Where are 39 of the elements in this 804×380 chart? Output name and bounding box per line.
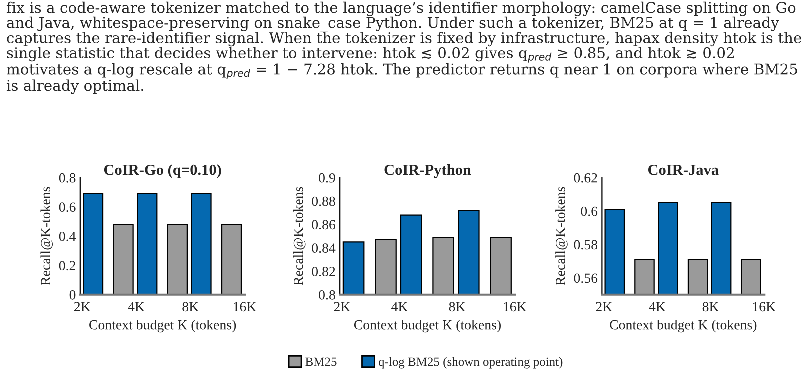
chart-title: CoIR-Go (q=0.10) [104, 164, 222, 178]
y-tick-label: 0.8 [319, 290, 336, 300]
chart-title: CoIR-Python [384, 164, 472, 178]
x-axis-title: Context budget K (tokens) [90, 320, 236, 333]
y-tick-label: 0.6 [59, 202, 76, 212]
x-tick-label: 4K [128, 302, 145, 312]
x-tick-label: 2K [596, 302, 612, 312]
y-tick-label: 0.9 [319, 173, 336, 183]
legend-label: q-log BM25 (shown operating point) [378, 357, 563, 369]
x-axis-title: Context budget K (tokens) [354, 320, 501, 333]
chart-title: CoIR-Java [648, 164, 719, 176]
y-axis-title: Recall@K-tokens [293, 187, 306, 286]
y-tick-label: 0.86 [312, 220, 336, 230]
y-axis-title: Recall@K-tokens [40, 187, 53, 286]
x-axis-title: Context budget K (tokens) [610, 320, 757, 333]
x-tick-label: 8K [449, 302, 466, 312]
y-tick-label: 0.6 [581, 206, 598, 216]
x-tick-label: 2K [74, 302, 91, 312]
y-tick-label: 0.58 [574, 240, 598, 250]
text: fix is a code-aware tokenizer matched to the language’s identifier morphology: camelCase splitting on Go and Java, whitespace-preserving on snake_case Python. Under such a tokenizer, BM25 at q = 1 already captures the rare-identifier signal. When the tokenizer is fixed by infrastructure, hapax density htok is the single statistic that decides whether to intervene: htok ≲ 0.02 gives q$_{pred}$ ≥ 0.85, and htok ≳ 0.02 motivates a q-log rescale at q$_{pred}$ = 1 − 7.28 htok. The predictor returns q near 1 on corpora where BM25 is already optimal. [6, 2, 802, 94]
y-axis-title: Recall@K-tokens [556, 187, 568, 286]
y-tick-label: 0.8 [59, 173, 76, 183]
y-tick-label: 0 [70, 290, 76, 300]
x-tick-label: 4K [392, 302, 408, 312]
y-tick-label: 0.88 [312, 196, 336, 206]
legend-label: BM25 [306, 358, 337, 366]
y-tick-label: 0.62 [574, 173, 598, 183]
x-tick-label: 16K [504, 302, 527, 312]
x-tick-label: 4K [649, 302, 666, 312]
y-tick-label: 0.2 [59, 261, 76, 271]
y-tick-label: 0.84 [312, 244, 336, 254]
x-tick-label: 8K [182, 302, 199, 312]
y-tick-label: 0.4 [59, 232, 76, 242]
y-tick-label: 0.56 [574, 274, 598, 284]
x-tick-label: 16K [753, 302, 776, 312]
y-tick-label: 0.82 [312, 267, 336, 276]
x-tick-label: 2K [334, 302, 351, 312]
x-tick-label: 16K [234, 302, 257, 312]
x-tick-label: 8K [702, 302, 720, 312]
